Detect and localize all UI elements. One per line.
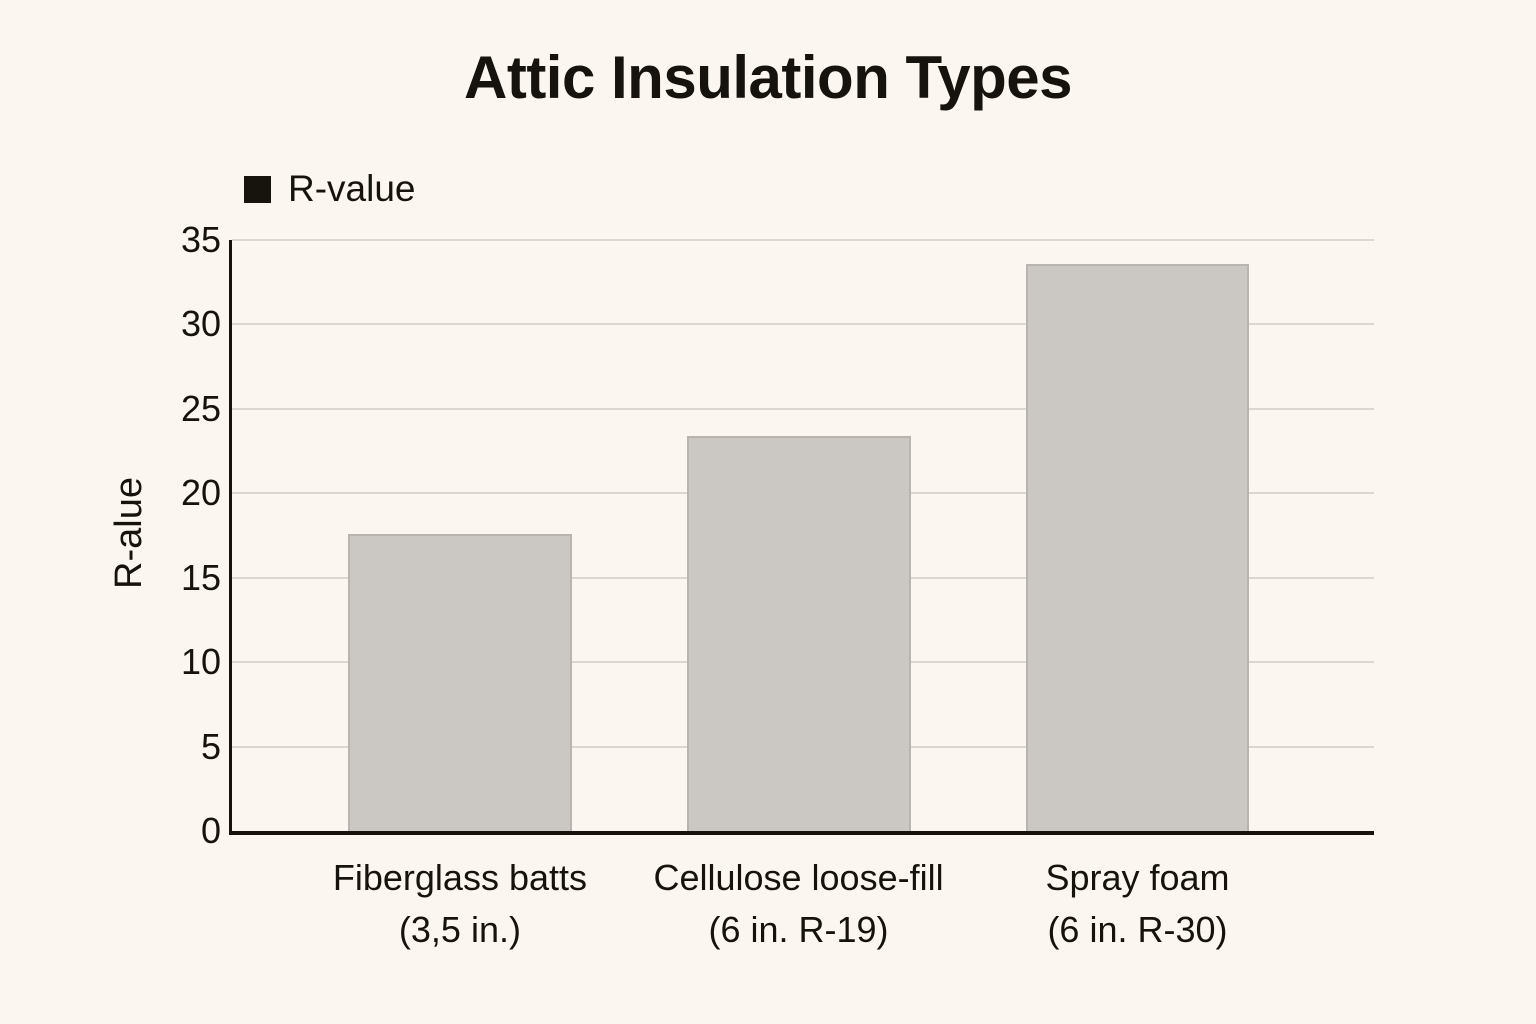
x-category-line1: Spray foam [1045, 857, 1230, 898]
x-category-line2: (6 in. R-19) [708, 909, 889, 950]
y-tick-20: 20 [180, 472, 221, 514]
x-category-line1: Cellulose loose-fill [653, 857, 944, 898]
x-category-label-3: Spray foam (6 in. R-30) [1045, 852, 1229, 956]
x-category-line2: (6 in. R-30) [1047, 909, 1228, 950]
gridline-30 [232, 323, 1374, 326]
x-category-line1: Fiberglass batts [332, 857, 587, 898]
bar-1 [347, 533, 572, 831]
y-tick-35: 35 [180, 219, 221, 260]
y-tick-10: 10 [180, 641, 221, 683]
y-tick-30: 30 [180, 303, 221, 345]
y-tick-0: 0 [200, 810, 221, 851]
x-axis-labels: Fiberglass batts (3,5 in.) Cellulose loose… [232, 852, 1374, 982]
legend-swatch-icon [244, 175, 271, 203]
y-tick-15: 15 [180, 556, 221, 598]
legend-label: R-value [288, 168, 416, 209]
x-category-line2: (3,5 in.) [398, 909, 521, 950]
bar-2 [686, 435, 911, 831]
y-tick-25: 25 [180, 387, 221, 429]
gridline-35 [232, 239, 1374, 241]
plot-area [229, 239, 1374, 835]
legend: R-value [244, 168, 416, 210]
gridline-25 [232, 407, 1374, 410]
bar-3 [1025, 263, 1250, 831]
x-category-label-2: Cellulose loose-fill (6 in. R-19) [653, 852, 943, 956]
y-tick-5: 5 [200, 725, 221, 767]
y-axis-ticks: 0 5 10 15 20 25 30 35 [0, 222, 221, 849]
x-category-label-1: Fiberglass batts (3,5 in.) [333, 852, 587, 956]
chart-title: Attic Insulation Types [464, 44, 1072, 111]
